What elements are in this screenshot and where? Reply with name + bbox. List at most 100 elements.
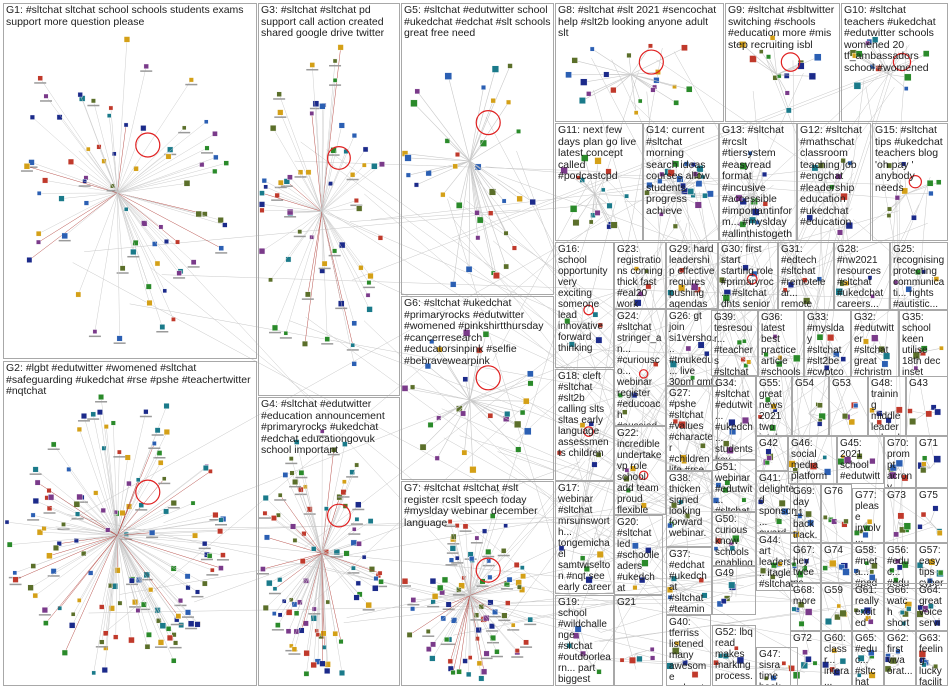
- intra-group-edge: [321, 553, 376, 589]
- node-label-mark: [288, 653, 301, 655]
- intra-group-edge: [469, 595, 508, 604]
- user-node: [154, 260, 161, 267]
- user-node: [576, 175, 581, 180]
- user-node: [901, 187, 908, 195]
- intra-group-edge: [117, 192, 127, 210]
- user-node: [476, 660, 483, 667]
- node-label-mark: [447, 543, 460, 545]
- user-node: [772, 334, 778, 339]
- group-label-g7: G7: #sltchat #sltchat #slt register rcsl…: [404, 482, 541, 529]
- user-node: [839, 609, 847, 617]
- node-label-mark: [47, 575, 60, 577]
- user-node: [41, 607, 48, 614]
- user-node: [871, 562, 878, 570]
- intra-group-edge: [321, 164, 383, 212]
- node-label-mark: [350, 523, 363, 525]
- intra-group-edge: [117, 471, 211, 536]
- user-node: [309, 111, 315, 116]
- inter-group-edge: [582, 332, 934, 652]
- intra-group-edge: [321, 208, 360, 212]
- user-node: [912, 351, 920, 359]
- user-node: [760, 567, 767, 574]
- intra-group-edge: [79, 535, 118, 601]
- node-label-mark: [200, 558, 213, 561]
- intra-group-edge: [31, 162, 118, 194]
- user-node: [298, 469, 305, 476]
- intra-group-edge: [731, 351, 747, 366]
- user-node: [913, 365, 919, 371]
- user-node: [922, 455, 928, 461]
- group-box-g7: G7: #sltchat #sltchat #slt register rcsl…: [401, 481, 554, 686]
- node-label-mark: [348, 533, 361, 535]
- user-node: [792, 671, 801, 679]
- user-node: [26, 257, 33, 263]
- user-node: [75, 511, 81, 517]
- user-node: [454, 555, 460, 561]
- user-node: [76, 598, 82, 603]
- user-node: [594, 157, 602, 165]
- intra-group-edge: [53, 444, 118, 536]
- user-node: [437, 584, 444, 592]
- node-label-mark: [470, 542, 483, 544]
- inter-group-edge: [364, 193, 894, 652]
- user-node: [61, 522, 66, 527]
- intra-group-edge: [469, 595, 498, 652]
- user-node: [839, 657, 847, 665]
- user-node: [685, 345, 692, 352]
- group-label-g42: G42: [759, 438, 778, 449]
- group-box-g31: G31: #edtech #sltchat #remotelear... rem…: [778, 242, 834, 310]
- intra-group-edge: [301, 553, 323, 631]
- user-node: [351, 320, 358, 327]
- intra-group-edge: [270, 211, 323, 280]
- user-node: [801, 565, 808, 572]
- group-label-g23: G23: registrations coming thick fast #ea…: [617, 244, 663, 309]
- user-node: [736, 656, 745, 665]
- intra-group-edge: [301, 472, 323, 554]
- inter-group-edge: [684, 184, 733, 594]
- user-node: [154, 607, 161, 614]
- user-node: [30, 512, 36, 518]
- intra-group-edge: [715, 545, 732, 549]
- user-node: [842, 413, 849, 420]
- intra-group-edge: [469, 399, 474, 470]
- user-node: [700, 443, 706, 449]
- group-label-g20: G20: #sltchat led #schoolleaders #ukedch…: [617, 517, 660, 594]
- intra-group-edge: [321, 150, 334, 212]
- user-node: [148, 587, 154, 593]
- user-node: [631, 391, 638, 399]
- user-node: [666, 586, 674, 593]
- node-label-mark: [106, 189, 119, 192]
- user-node: [796, 570, 804, 578]
- user-node: [921, 269, 926, 275]
- intra-group-edge: [458, 160, 471, 206]
- node-label-mark: [375, 585, 388, 588]
- user-node: [606, 202, 613, 209]
- user-node: [814, 53, 822, 61]
- user-node: [580, 78, 588, 86]
- group-box-g66: G66: watch short video...: [884, 583, 916, 631]
- user-node: [637, 98, 643, 104]
- intra-group-edge: [469, 595, 496, 613]
- intra-group-edge: [469, 69, 496, 162]
- user-node: [909, 418, 917, 425]
- group-label-g39: G39: tesresour... #teachers #sltchat fre…: [714, 312, 753, 376]
- self-loop-edge: [638, 470, 649, 481]
- intra-group-edge: [321, 149, 366, 212]
- user-node: [110, 420, 116, 426]
- inter-group-edge: [497, 174, 813, 289]
- user-node: [145, 283, 152, 290]
- intra-group-edge: [45, 96, 118, 194]
- user-node: [564, 318, 571, 325]
- user-node: [644, 190, 650, 196]
- intra-group-edge: [740, 193, 755, 225]
- user-node: [175, 239, 180, 245]
- node-label-mark: [362, 609, 375, 611]
- user-node: [288, 456, 294, 462]
- user-node: [73, 501, 81, 508]
- group-label-g51: G51: webinar #edutwit... #sltchat seat..…: [715, 462, 753, 512]
- self-loop-edge: [475, 365, 501, 391]
- inter-group-edge: [88, 600, 798, 614]
- user-node: [343, 550, 350, 557]
- user-node: [802, 649, 808, 655]
- intra-group-edge: [661, 193, 678, 215]
